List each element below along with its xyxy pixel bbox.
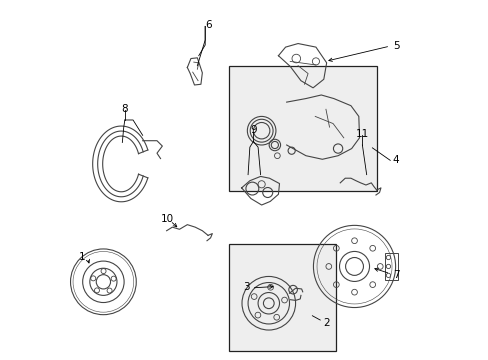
Text: 8: 8 [122,104,128,113]
Bar [229,66,376,192]
Text: 3: 3 [243,282,249,292]
Text: 1: 1 [79,252,85,262]
Text: 10: 10 [161,214,174,224]
Text: 2: 2 [323,318,329,328]
Text: 7: 7 [392,270,399,280]
Text: 6: 6 [205,19,212,30]
Text: 9: 9 [249,125,256,135]
Text: 11: 11 [355,129,368,139]
Bar [384,253,398,280]
Text: 4: 4 [392,156,399,165]
Bar [229,244,335,351]
Text: 5: 5 [392,41,399,51]
